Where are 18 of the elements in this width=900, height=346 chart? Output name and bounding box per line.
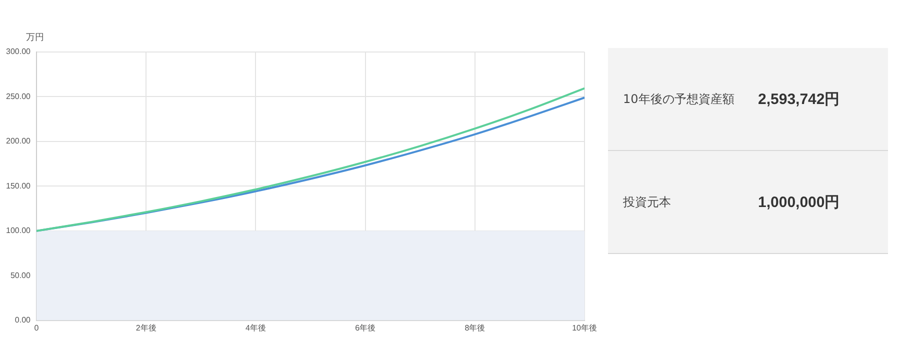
y-tick-label: 150.00 <box>6 181 32 190</box>
y-tick-label: 50.00 <box>10 270 32 280</box>
y-axis-title: 万円 <box>26 33 44 43</box>
y-tick-label: 0.00 <box>14 316 32 325</box>
y-tick-label: 300.00 <box>6 47 32 56</box>
x-tick-label: 6年後 <box>355 323 376 332</box>
x-tick-label: 0 <box>34 323 40 332</box>
x-tick-label: 2年後 <box>136 323 156 332</box>
text: 10年後の予想資産額 <box>623 90 736 108</box>
y-tick-label: 250.00 <box>6 92 32 101</box>
text: 投資元本 <box>623 194 672 210</box>
x-tick-label: 10年後 <box>572 323 598 332</box>
text: 2,593,742円 <box>758 90 840 108</box>
text: 1,000,000円 <box>758 192 840 212</box>
x-tick-label: 8年後 <box>464 323 486 332</box>
y-tick-label: 100.00 <box>6 226 32 236</box>
y-tick-label: 200.00 <box>6 136 32 146</box>
x-tick-label: 4年後 <box>245 323 266 332</box>
